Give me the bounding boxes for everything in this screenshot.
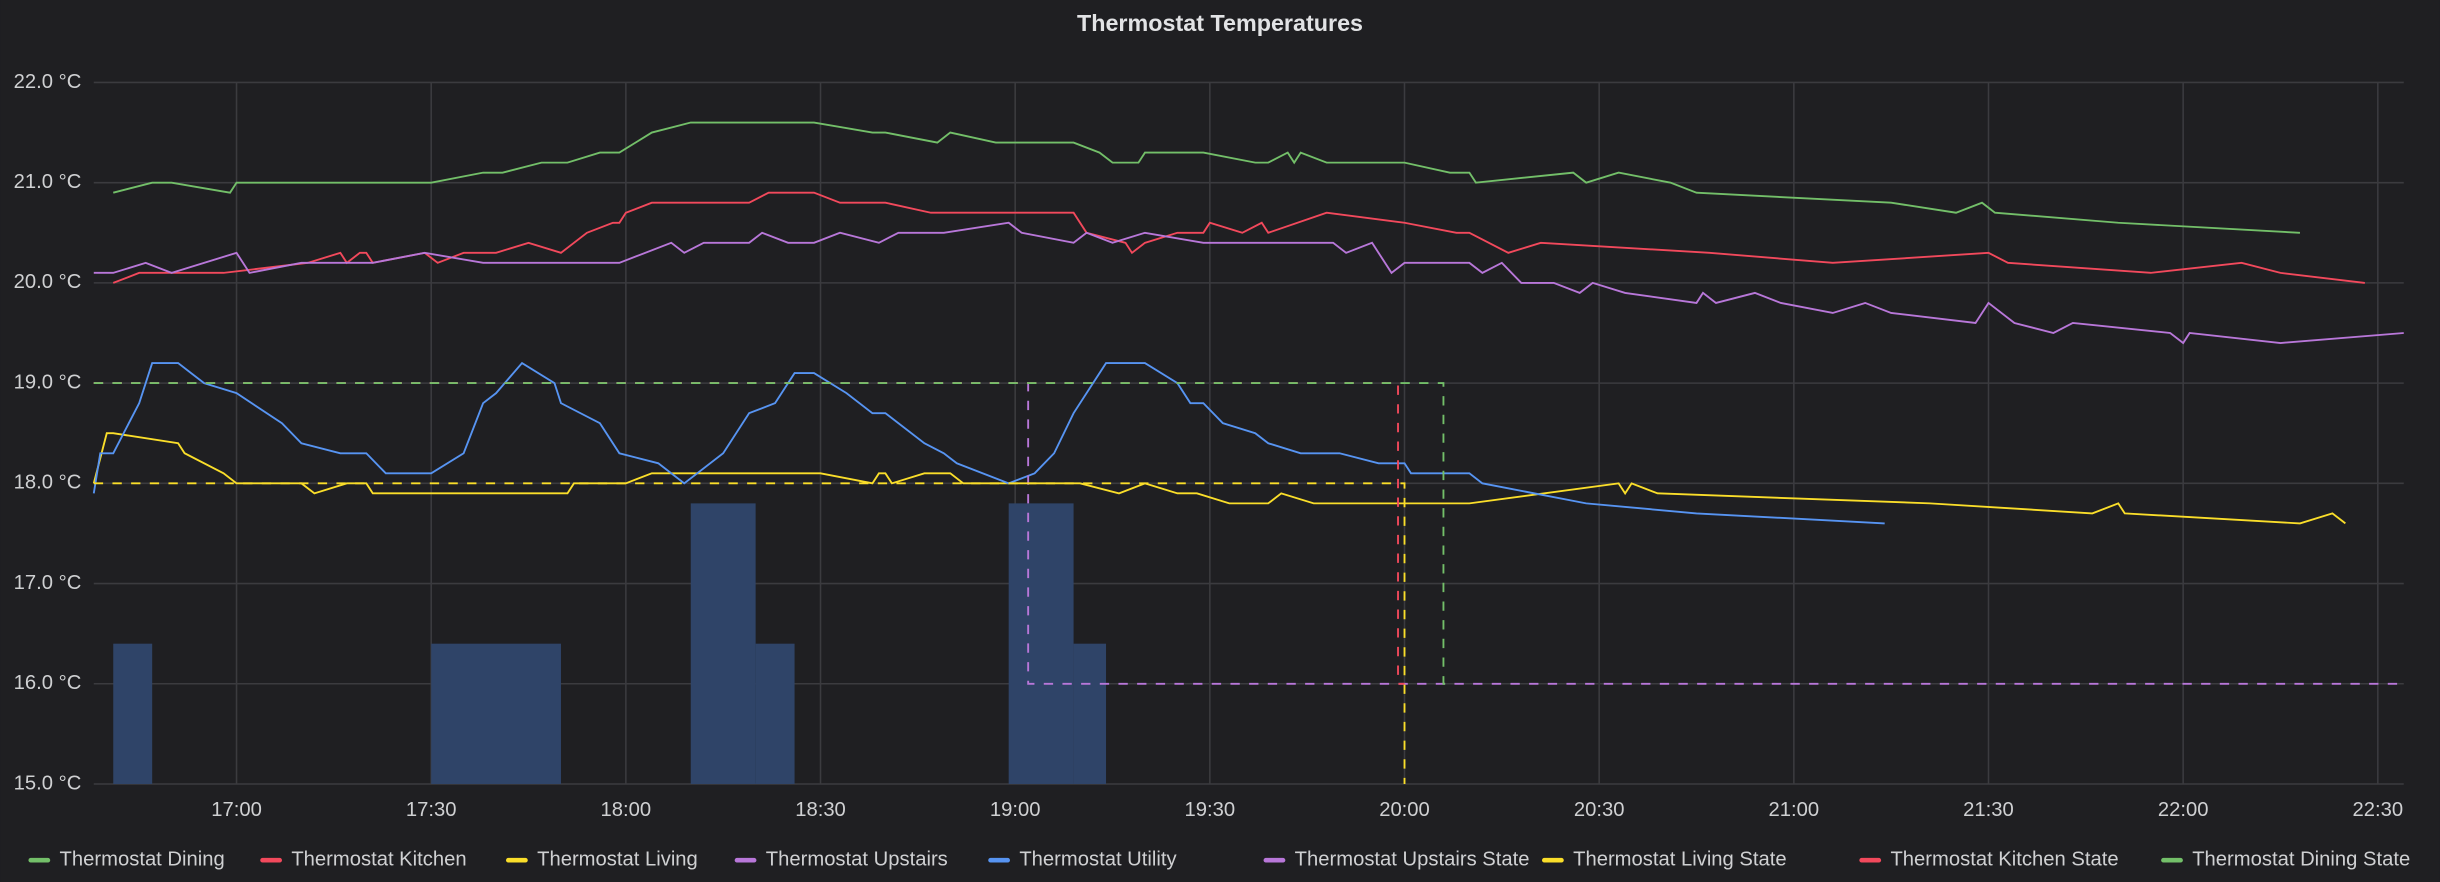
- state-line: [93, 382, 1450, 685]
- legend-swatch: [734, 857, 757, 863]
- legend-label: Thermostat Kitchen State: [1890, 849, 2118, 871]
- bar: [1008, 503, 1074, 784]
- x-tick-label: 19:00: [990, 799, 1041, 821]
- chart-title: Thermostat Temperatures: [1077, 10, 1363, 36]
- x-tick-label: 17:00: [211, 799, 262, 821]
- x-tick-label: 20:30: [1574, 799, 1625, 821]
- state-line: [93, 482, 1406, 784]
- y-tick-label: 17.0 °C: [14, 572, 82, 594]
- series-line: [92, 361, 1885, 525]
- legend-swatch: [506, 857, 528, 863]
- legend-swatch: [2161, 857, 2183, 863]
- x-tick-label: 18:00: [601, 799, 652, 821]
- legend-swatch: [1859, 857, 1882, 863]
- y-tick-label: 21.0 °C: [14, 171, 82, 193]
- bar: [755, 643, 795, 784]
- legend-label: Thermostat Upstairs State: [1295, 849, 1530, 871]
- y-tick-label: 18.0 °C: [14, 472, 82, 494]
- y-tick-label: 22.0 °C: [14, 71, 82, 93]
- bar: [431, 643, 561, 784]
- y-tick-label: 15.0 °C: [14, 772, 82, 794]
- bar: [690, 503, 756, 784]
- bar: [113, 643, 153, 784]
- legend-label: Thermostat Dining State: [2192, 849, 2410, 871]
- legend-swatch: [28, 857, 51, 863]
- x-tick-label: 17:30: [406, 799, 457, 821]
- x-tick-label: 21:30: [1963, 799, 2014, 821]
- y-tick-label: 19.0 °C: [14, 371, 82, 393]
- x-tick-label: 19:30: [1185, 799, 1236, 821]
- x-tick-label: 22:30: [2353, 799, 2404, 821]
- legend-label: Thermostat Living: [537, 849, 698, 871]
- x-tick-label: 20:00: [1379, 799, 1430, 821]
- x-tick-label: 18:30: [795, 799, 846, 821]
- legend-label: Thermostat Dining: [60, 849, 225, 871]
- series-line: [93, 221, 2404, 345]
- y-tick-label: 20.0 °C: [14, 271, 82, 293]
- y-tick-label: 16.0 °C: [14, 672, 82, 694]
- legend-label: Thermostat Kitchen: [291, 849, 466, 871]
- x-tick-label: 22:00: [2158, 799, 2209, 821]
- bar: [1073, 643, 1107, 784]
- series-line: [113, 121, 2301, 234]
- legend-label: Thermostat Living State: [1573, 849, 1787, 871]
- series-line: [92, 432, 2346, 525]
- legend-label: Thermostat Utility: [1019, 849, 1177, 871]
- legend-label: Thermostat Upstairs: [766, 849, 948, 871]
- legend-swatch: [260, 857, 282, 863]
- legend-swatch: [1542, 857, 1564, 863]
- state-line: [93, 382, 1405, 685]
- x-tick-label: 21:00: [1769, 799, 1820, 821]
- legend-swatch: [1263, 857, 1286, 863]
- legend-swatch: [988, 857, 1010, 863]
